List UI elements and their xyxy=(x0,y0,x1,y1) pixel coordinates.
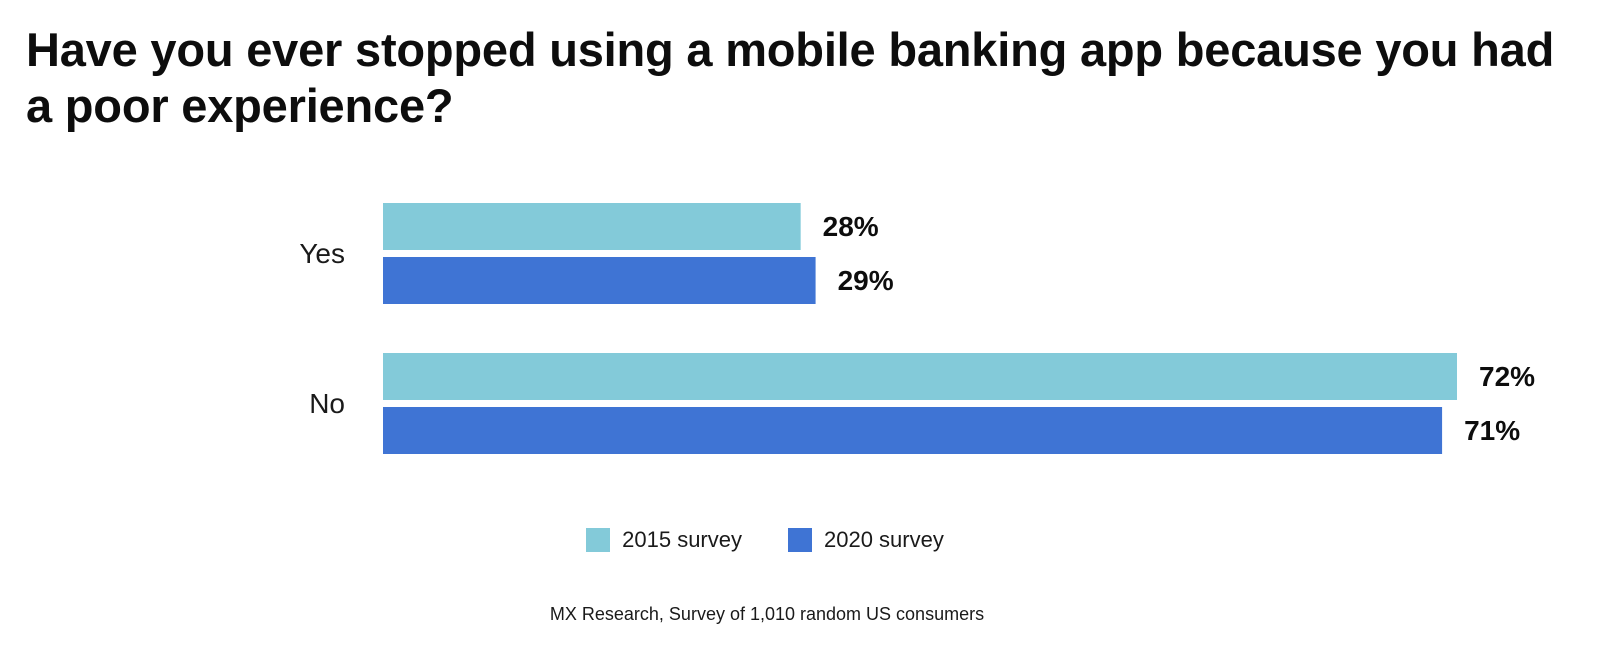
legend-item-2020: 2020 survey xyxy=(788,527,944,553)
category-label-no: No xyxy=(309,388,345,419)
bar-no-2020 xyxy=(383,407,1443,454)
legend-label-2015: 2015 survey xyxy=(622,527,742,552)
value-label-no-2015: 72% xyxy=(1479,361,1535,392)
legend-swatch-2020 xyxy=(788,528,812,552)
source-note: MX Research, Survey of 1,010 random US c… xyxy=(549,604,985,624)
value-label-yes-2020: 29% xyxy=(838,265,894,296)
legend: 2015 survey 2020 survey xyxy=(0,527,1530,553)
bar-yes-2015 xyxy=(383,203,801,250)
value-label-yes-2015: 28% xyxy=(823,211,879,242)
chart-title: Have you ever stopped using a mobile ban… xyxy=(26,23,1555,132)
bar-chart: Yes 28% 29% No 72% 71% xyxy=(299,203,1535,454)
category-label-yes: Yes xyxy=(299,238,345,269)
legend-label-2020: 2020 survey xyxy=(824,527,944,552)
bar-no-2015 xyxy=(383,353,1457,400)
legend-item-2015: 2015 survey xyxy=(586,527,742,553)
legend-swatch-2015 xyxy=(586,528,611,552)
value-label-no-2020: 71% xyxy=(1464,415,1520,446)
bar-yes-2020 xyxy=(383,257,816,304)
